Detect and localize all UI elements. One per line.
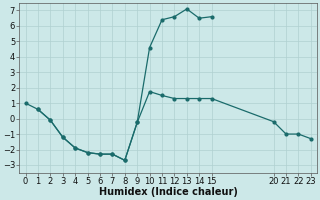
X-axis label: Humidex (Indice chaleur): Humidex (Indice chaleur): [99, 187, 238, 197]
